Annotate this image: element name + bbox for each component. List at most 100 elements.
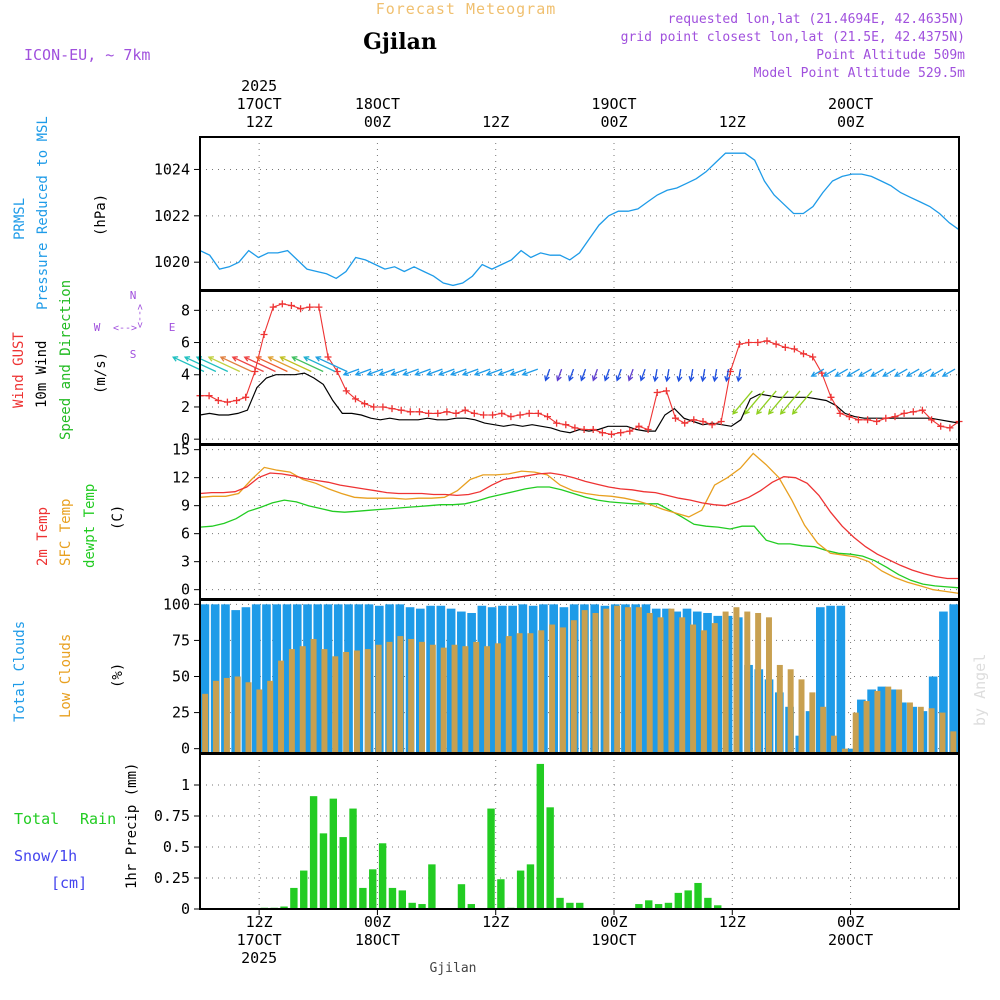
wind-arrow-24 <box>473 368 491 376</box>
ytick-label-4-0: 0 <box>181 900 190 918</box>
gust-mark-16 <box>342 387 350 395</box>
low-cloud-bar-34 <box>570 620 577 755</box>
time-label-5-1: 00Z <box>837 113 864 131</box>
gust-mark-59 <box>736 340 743 348</box>
wind-arrow-21 <box>438 368 455 376</box>
low-cloud-bar-7 <box>278 660 285 755</box>
gust-mark-30 <box>470 409 478 417</box>
requested-coords: requested lon,lat (21.4694E, 42.4635N) <box>668 12 965 27</box>
time-label-0-1: 17OCT <box>237 95 282 113</box>
low-cloud-bar-19 <box>408 638 415 755</box>
time-label-3-1: 19OCT <box>591 931 636 949</box>
ytick-label-3-4: 100 <box>163 595 190 613</box>
gust-mark-37 <box>534 409 542 417</box>
gust-mark-42 <box>580 426 588 433</box>
gust-mark-67 <box>809 353 817 361</box>
wind-gust-line <box>200 303 960 435</box>
ytick-label-1-0: 0 <box>181 430 190 448</box>
gust-mark-36 <box>525 409 533 417</box>
wind-arrow-40 <box>676 368 683 383</box>
total-cloud-bar-1 <box>210 604 220 755</box>
model-label: ICON-EU, ~ 7km <box>24 46 150 64</box>
gust-mark-80 <box>928 416 936 424</box>
gust-mark-54 <box>690 416 698 424</box>
clouds-unit: (%) <box>110 663 126 688</box>
time-label-3-0: 19OCT <box>591 95 636 113</box>
precip-snow-label: Snow/1h <box>14 847 77 865</box>
wind-arrow-49 <box>767 390 789 415</box>
gust-mark-52 <box>672 414 679 422</box>
low-cloud-bar-65 <box>906 702 913 755</box>
low-cloud-bar-51 <box>755 612 762 755</box>
total-cloud-bar-0 <box>200 604 210 755</box>
total-cloud-bar-72 <box>939 611 948 755</box>
low-cloud-bar-36 <box>592 612 599 755</box>
wind-arrow-10 <box>291 356 324 373</box>
model-altitude: Model Point Altitude 529.5m <box>754 66 965 81</box>
ytick-label-2-0: 0 <box>181 581 190 599</box>
wind-arrow-61 <box>917 368 932 377</box>
wind-arrow-41 <box>688 368 695 383</box>
wind-arrow-35 <box>615 368 622 382</box>
wind-10m-label: 10m Wind <box>34 341 50 408</box>
gust-mark-44 <box>598 429 606 437</box>
low-cloud-bar-24 <box>462 646 469 755</box>
rain-bar-14 <box>339 837 347 909</box>
total-cloud-bar-30 <box>508 605 517 755</box>
gust-mark-40 <box>562 421 570 429</box>
total-cloud-bar-48 <box>692 611 702 755</box>
panel-border-2 <box>199 444 960 600</box>
wind-arrow-51 <box>791 390 813 415</box>
ytick-label-4-3: 0.75 <box>154 807 190 825</box>
rain-bar-51 <box>704 897 712 909</box>
gust-mark-11 <box>297 305 305 313</box>
grid-point-coords: grid point closest lon,lat (21.5E, 42.43… <box>621 30 965 45</box>
low-cloud-bar-53 <box>776 664 783 755</box>
rain-bar-33 <box>526 864 535 909</box>
wind-arrow-26 <box>497 368 515 376</box>
point-altitude: Point Altitude 509m <box>816 48 965 63</box>
gust-mark-48 <box>635 422 643 430</box>
low-cloud-bar-18 <box>397 636 404 755</box>
gust-mark-66 <box>800 350 807 358</box>
total-cloud-bar-43 <box>641 604 651 755</box>
ytick-label-1-3: 6 <box>181 334 190 352</box>
gust-mark-12 <box>306 303 314 311</box>
wind-arrow-16 <box>378 368 395 376</box>
gust-mark-21 <box>388 405 396 413</box>
total-cloud-bar-73 <box>949 604 958 755</box>
compass-we-arrow: <--> <box>113 323 137 334</box>
ytick-label-0-2: 1024 <box>154 160 190 178</box>
rain-bar-11 <box>309 796 318 909</box>
time-label-1-0: 00Z <box>364 913 391 931</box>
gust-mark-24 <box>416 408 423 416</box>
low-cloud-bar-56 <box>809 692 816 755</box>
gust-mark-55 <box>699 418 707 425</box>
wind-arrow-11 <box>303 356 336 373</box>
low-cloud-bar-69 <box>950 731 957 755</box>
ytick-label-1-1: 2 <box>181 398 190 416</box>
low-cloud-bar-38 <box>614 605 621 755</box>
wind-arrow-39 <box>664 368 671 383</box>
wind-arrow-52 <box>810 368 825 377</box>
total-cloud-bar-50 <box>713 615 723 755</box>
rain-bar-22 <box>418 904 426 909</box>
total-cloud-bar-5 <box>251 604 261 755</box>
gust-mark-78 <box>909 408 917 416</box>
rain-bar-29 <box>487 808 495 909</box>
dewpt-label: dewpt Temp <box>82 484 98 568</box>
dewpt-line <box>199 486 960 589</box>
wind-arrow-47 <box>744 390 765 415</box>
ytick-label-2-4: 12 <box>172 469 190 487</box>
gust-mark-25 <box>425 409 433 417</box>
gust-mark-39 <box>553 419 561 427</box>
gust-mark-20 <box>379 403 387 411</box>
wind-arrow-34 <box>603 368 610 382</box>
low-cloud-bar-26 <box>484 646 491 755</box>
total-cloud-bar-12 <box>323 604 333 755</box>
time-label-5-0: 20OCT <box>828 95 873 113</box>
total-cloud-bar-42 <box>631 604 641 755</box>
gust-mark-46 <box>617 429 625 437</box>
time-label-0-0: 2025 <box>241 77 277 95</box>
temp-unit: (C) <box>110 505 126 530</box>
